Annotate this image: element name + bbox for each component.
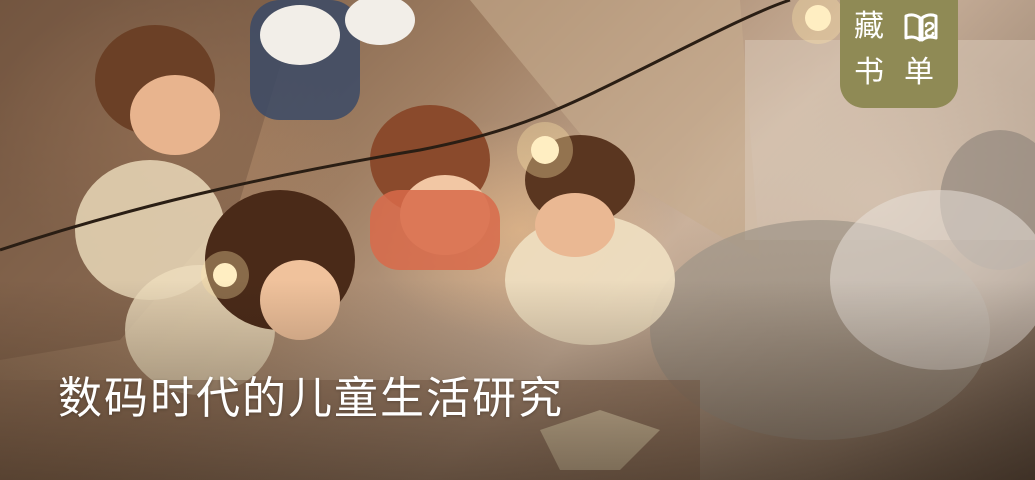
book-list-badge[interactable]: 藏 书 单 — [840, 0, 958, 108]
badge-char-dan: 单 — [904, 55, 934, 90]
banner-headline: 数码时代的儿童生活研究 — [58, 373, 564, 424]
badge-char-shu: 书 — [854, 55, 884, 90]
book-logo-icon — [904, 13, 938, 42]
badge-char-cang: 藏 — [854, 9, 884, 44]
bottom-shade — [0, 280, 1035, 480]
